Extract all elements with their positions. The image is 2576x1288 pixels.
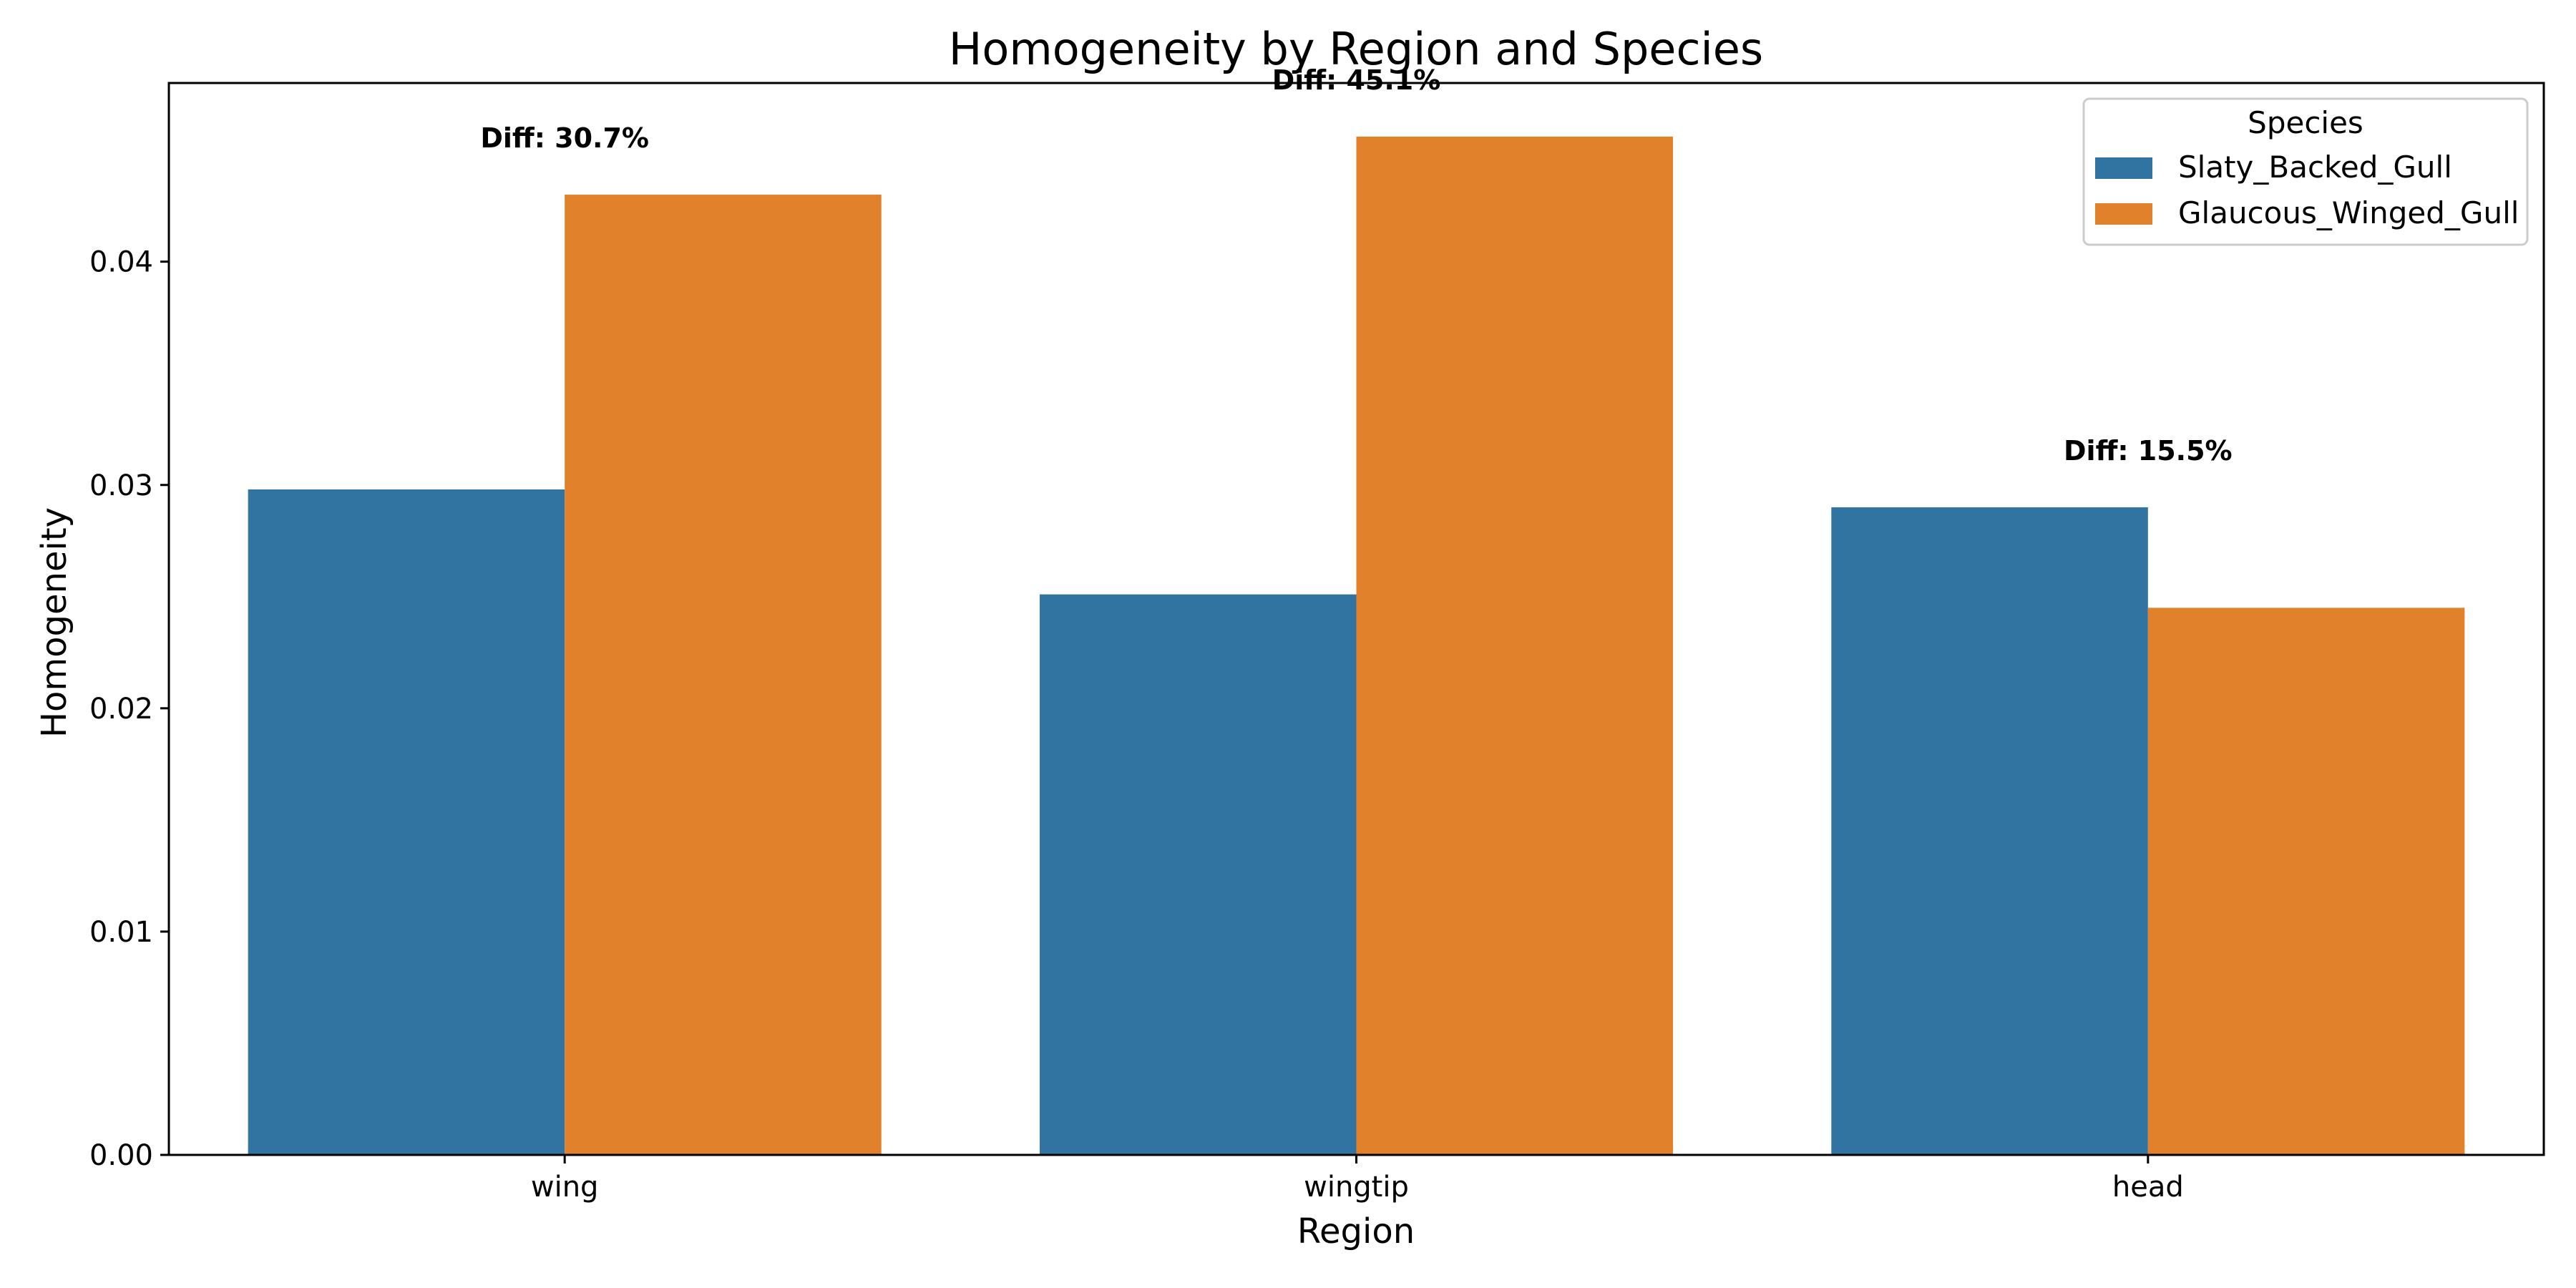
x-axis-label: Region bbox=[1297, 1211, 1415, 1252]
bar-head-Slaty_Backed_Gull bbox=[1831, 507, 2148, 1155]
y-axis: 0.00 0.01 0.02 0.03 0.04 bbox=[89, 246, 169, 1172]
x-axis: wing wingtip head bbox=[531, 1155, 2184, 1204]
x-tick-label-head: head bbox=[2112, 1171, 2184, 1204]
bar-head-Glaucous_Winged_Gull bbox=[2147, 608, 2465, 1155]
legend-swatch-Slaty_Backed_Gull bbox=[2095, 157, 2152, 179]
x-tick-label-wingtip: wingtip bbox=[1304, 1171, 1409, 1204]
y-tick-label: 0.01 bbox=[89, 916, 153, 949]
x-tick-label-wing: wing bbox=[531, 1171, 599, 1204]
bar-wing-Slaty_Backed_Gull bbox=[248, 489, 565, 1155]
legend-title: Species bbox=[2248, 105, 2363, 140]
y-tick-label: 0.02 bbox=[89, 693, 153, 726]
legend-box bbox=[2082, 97, 2529, 246]
bars-layer bbox=[248, 136, 2465, 1156]
diff-annotation-head: Diff: 15.5% bbox=[2064, 435, 2233, 467]
diff-annotation-wing: Diff: 30.7% bbox=[480, 122, 649, 154]
y-tick-label: 0.00 bbox=[89, 1139, 153, 1172]
legend-label-Slaty_Backed_Gull: Slaty_Backed_Gull bbox=[2178, 150, 2452, 185]
legend-items: Slaty_Backed_Gull Glaucous_Winged_Gull bbox=[2095, 150, 2519, 230]
y-tick-label: 0.04 bbox=[89, 246, 153, 279]
annotations-layer: Diff: 30.7% Diff: 45.1% Diff: 15.5% bbox=[480, 64, 2232, 467]
legend: Species Slaty_Backed_Gull Glaucous_Winged… bbox=[2082, 97, 2529, 246]
legend-swatch-Glaucous_Winged_Gull bbox=[2095, 203, 2152, 225]
diff-annotation-wingtip: Diff: 45.1% bbox=[1272, 64, 1441, 96]
bar-wingtip-Glaucous_Winged_Gull bbox=[1356, 136, 1674, 1155]
chart-title: Homogeneity by Region and Species bbox=[949, 23, 1763, 75]
bar-wing-Glaucous_Winged_Gull bbox=[565, 195, 882, 1156]
bar-wingtip-Slaty_Backed_Gull bbox=[1039, 594, 1357, 1155]
y-tick-label: 0.03 bbox=[89, 469, 153, 502]
legend-label-Glaucous_Winged_Gull: Glaucous_Winged_Gull bbox=[2178, 195, 2519, 230]
y-axis-label: Homogeneity bbox=[34, 507, 74, 738]
